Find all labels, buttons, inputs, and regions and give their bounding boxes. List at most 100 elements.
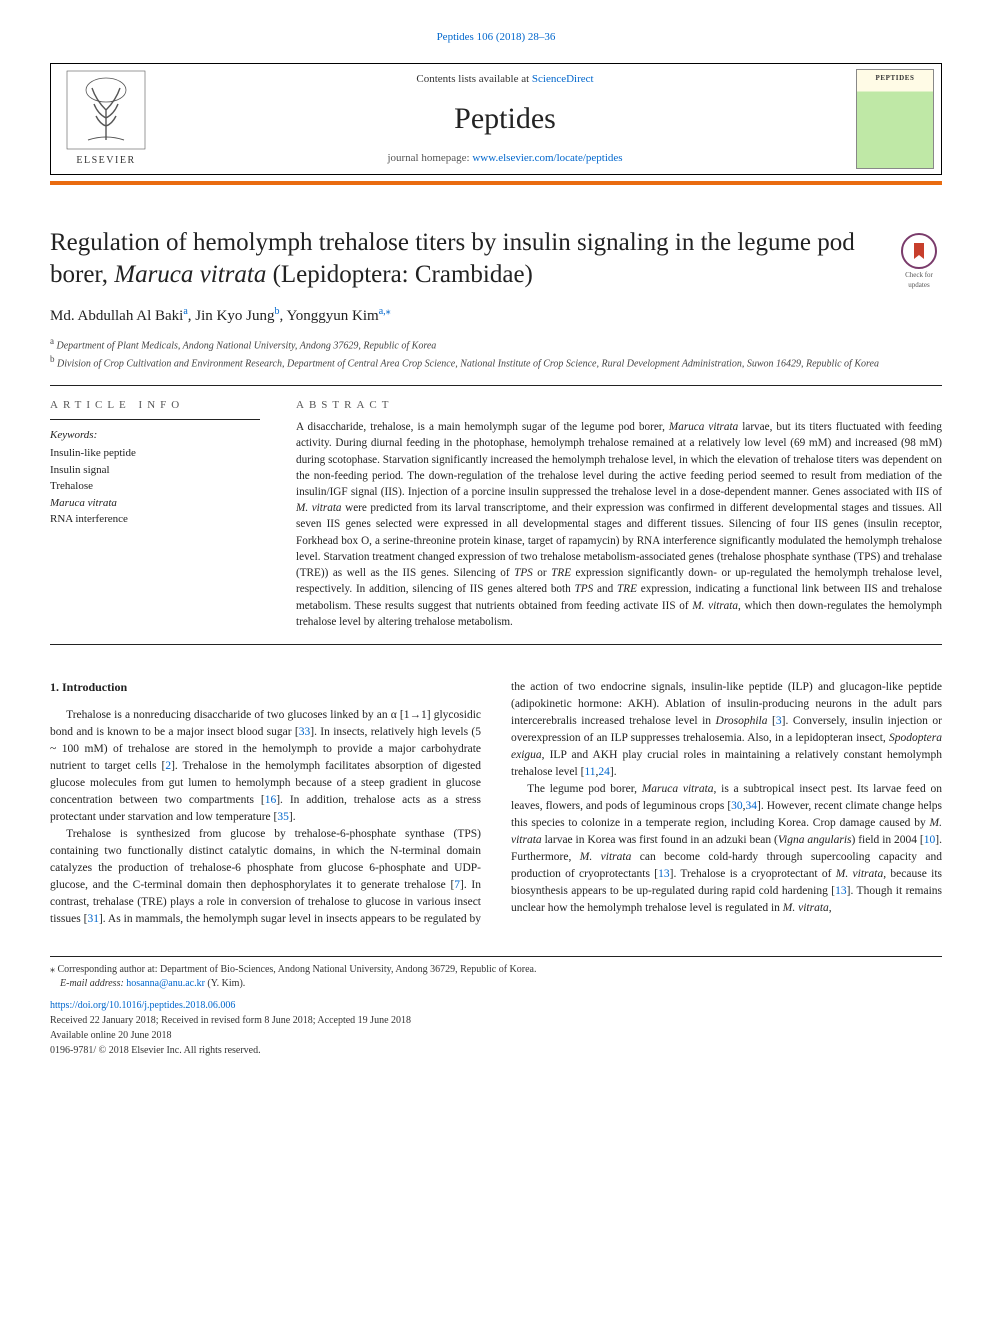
- homepage-prefix: journal homepage:: [387, 152, 472, 164]
- journal-masthead: ELSEVIER Contents lists available at Sci…: [50, 63, 942, 175]
- check-updates-badge[interactable]: Check for updates: [896, 233, 942, 291]
- italic-span: M. vitrata: [836, 868, 883, 880]
- article-title: Regulation of hemolymph trehalose titers…: [50, 227, 878, 290]
- author-2: Jin Kyo Jung: [195, 308, 274, 324]
- email-link[interactable]: hosanna@anu.ac.kr: [126, 978, 205, 989]
- ref-link[interactable]: 16: [265, 794, 277, 806]
- italic-span: Maruca vitrata: [642, 783, 714, 795]
- keywords-label: Keywords:: [50, 428, 260, 443]
- intro-p1: Trehalose is a nonreducing disaccharide …: [50, 707, 481, 826]
- bookmark-icon: [901, 233, 937, 269]
- affiliation-a-text: Department of Plant Medicals, Andong Nat…: [57, 340, 437, 351]
- author-3: Yonggyun Kim: [286, 308, 378, 324]
- ref-link[interactable]: 30: [731, 800, 743, 812]
- author-2-aff[interactable]: b: [274, 306, 279, 317]
- italic-span: TPS: [514, 567, 533, 579]
- ref-link[interactable]: 35: [277, 811, 289, 823]
- sciencedirect-link[interactable]: ScienceDirect: [532, 73, 594, 85]
- online-line: Available online 20 June 2018: [50, 1029, 942, 1043]
- info-heading: ARTICLE INFO: [50, 398, 260, 413]
- corresponding-note: ⁎ Corresponding author at: Department of…: [50, 963, 942, 977]
- affiliation-a: a Department of Plant Medicals, Andong N…: [50, 335, 942, 353]
- keyword: Insulin signal: [50, 462, 260, 479]
- copyright-line: 0196-9781/ © 2018 Elsevier Inc. All righ…: [50, 1044, 942, 1058]
- author-1-aff[interactable]: a: [183, 306, 187, 317]
- email-line: E-mail address: hosanna@anu.ac.kr (Y. Ki…: [60, 977, 942, 991]
- affiliation-b-text: Division of Crop Cultivation and Environ…: [57, 358, 879, 369]
- email-name: (Y. Kim).: [207, 978, 245, 989]
- rule: [50, 644, 942, 645]
- italic-span: M. vitrata: [296, 502, 342, 514]
- italic-span: M. vitrata: [783, 902, 829, 914]
- text-span: [: [768, 715, 776, 727]
- text-span: The legume pod borer,: [527, 783, 642, 795]
- keyword: Maruca vitrata: [50, 495, 260, 512]
- text-span: and: [593, 583, 617, 595]
- italic-span: TPS: [575, 583, 594, 595]
- publisher-name: ELSEVIER: [76, 154, 135, 168]
- author-1: Md. Abdullah Al Baki: [50, 308, 183, 324]
- contents-line: Contents lists available at ScienceDirec…: [171, 72, 839, 87]
- intro-heading: 1. Introduction: [50, 679, 481, 697]
- orange-rule: [50, 181, 942, 185]
- text-span: larvae in Korea was first found in an ad…: [542, 834, 778, 846]
- text-span: or: [533, 567, 551, 579]
- contents-prefix: Contents lists available at: [416, 73, 531, 85]
- text-span: Trehalose is synthesized from glucose by…: [50, 828, 481, 891]
- badge-line2: updates: [908, 281, 929, 291]
- journal-name: Peptides: [171, 98, 839, 140]
- ref-link[interactable]: 13: [658, 868, 670, 880]
- elsevier-tree-icon: [66, 70, 146, 150]
- italic-span: Vigna angularis: [778, 834, 852, 846]
- affiliation-b: b Division of Crop Cultivation and Envir…: [50, 353, 942, 371]
- title-species: Maruca vitrata: [114, 261, 266, 288]
- text-span: A disaccharide, trehalose, is a main hem…: [296, 421, 669, 433]
- abstract-text: A disaccharide, trehalose, is a main hem…: [296, 419, 942, 630]
- italic-span: TRE: [617, 583, 637, 595]
- ref-link[interactable]: 31: [87, 913, 99, 925]
- ref-link[interactable]: 34: [746, 800, 758, 812]
- text-span: , ILP and AKH play crucial roles in main…: [511, 749, 942, 778]
- italic-span: Drosophila: [716, 715, 768, 727]
- ref-link[interactable]: 13: [835, 885, 847, 897]
- abstract: ABSTRACT A disaccharide, trehalose, is a…: [296, 398, 942, 630]
- text-span: ].: [289, 811, 296, 823]
- ref-link[interactable]: 33: [299, 726, 311, 738]
- italic-span: M. vitrata: [692, 600, 738, 612]
- doi-link[interactable]: https://doi.org/10.1016/j.peptides.2018.…: [50, 999, 942, 1013]
- authors-line: Md. Abdullah Al Bakia, Jin Kyo Jungb, Yo…: [50, 305, 942, 327]
- masthead-center: Contents lists available at ScienceDirec…: [161, 64, 849, 174]
- italic-span: M. vitrata: [580, 851, 632, 863]
- keyword: RNA interference: [50, 511, 260, 528]
- email-label: E-mail address:: [60, 978, 124, 989]
- author-3-corr[interactable]: ⁎: [386, 306, 391, 317]
- keyword: Insulin-like peptide: [50, 445, 260, 462]
- badge-line1: Check for: [905, 271, 933, 281]
- text-span: ]. Trehalose is a cryoprotectant of: [670, 868, 836, 880]
- publisher-block: ELSEVIER: [51, 64, 161, 174]
- footnotes: ⁎ Corresponding author at: Department of…: [50, 956, 942, 1058]
- author-3-aff[interactable]: a,: [379, 306, 386, 317]
- text-span: ) field in 2004 [: [852, 834, 924, 846]
- title-post: (Lepidoptera: Crambidae): [266, 261, 533, 288]
- italic-span: Maruca vitrata: [669, 421, 738, 433]
- corr-text: Corresponding author at: Department of B…: [58, 964, 537, 975]
- received-line: Received 22 January 2018; Received in re…: [50, 1014, 942, 1028]
- intro-p3: The legume pod borer, Maruca vitrata, is…: [511, 781, 942, 917]
- abstract-heading: ABSTRACT: [296, 398, 942, 413]
- rule: [50, 385, 942, 386]
- keyword: Trehalose: [50, 478, 260, 495]
- running-citation: Peptides 106 (2018) 28–36: [50, 30, 942, 45]
- homepage-line: journal homepage: www.elsevier.com/locat…: [171, 151, 839, 166]
- body-columns: 1. Introduction Trehalose is a nonreduci…: [50, 679, 942, 928]
- ref-link[interactable]: 10: [924, 834, 936, 846]
- keywords-list: Insulin-like peptideInsulin signalTrehal…: [50, 445, 260, 528]
- journal-cover-icon: [856, 69, 934, 169]
- ref-link[interactable]: 11: [584, 766, 595, 778]
- article-info: ARTICLE INFO Keywords: Insulin-like pept…: [50, 398, 260, 630]
- text-span: ,: [829, 902, 832, 914]
- homepage-link[interactable]: www.elsevier.com/locate/peptides: [472, 152, 622, 164]
- cover-block: [849, 64, 941, 174]
- text-span: ].: [610, 766, 617, 778]
- ref-link[interactable]: 24: [598, 766, 610, 778]
